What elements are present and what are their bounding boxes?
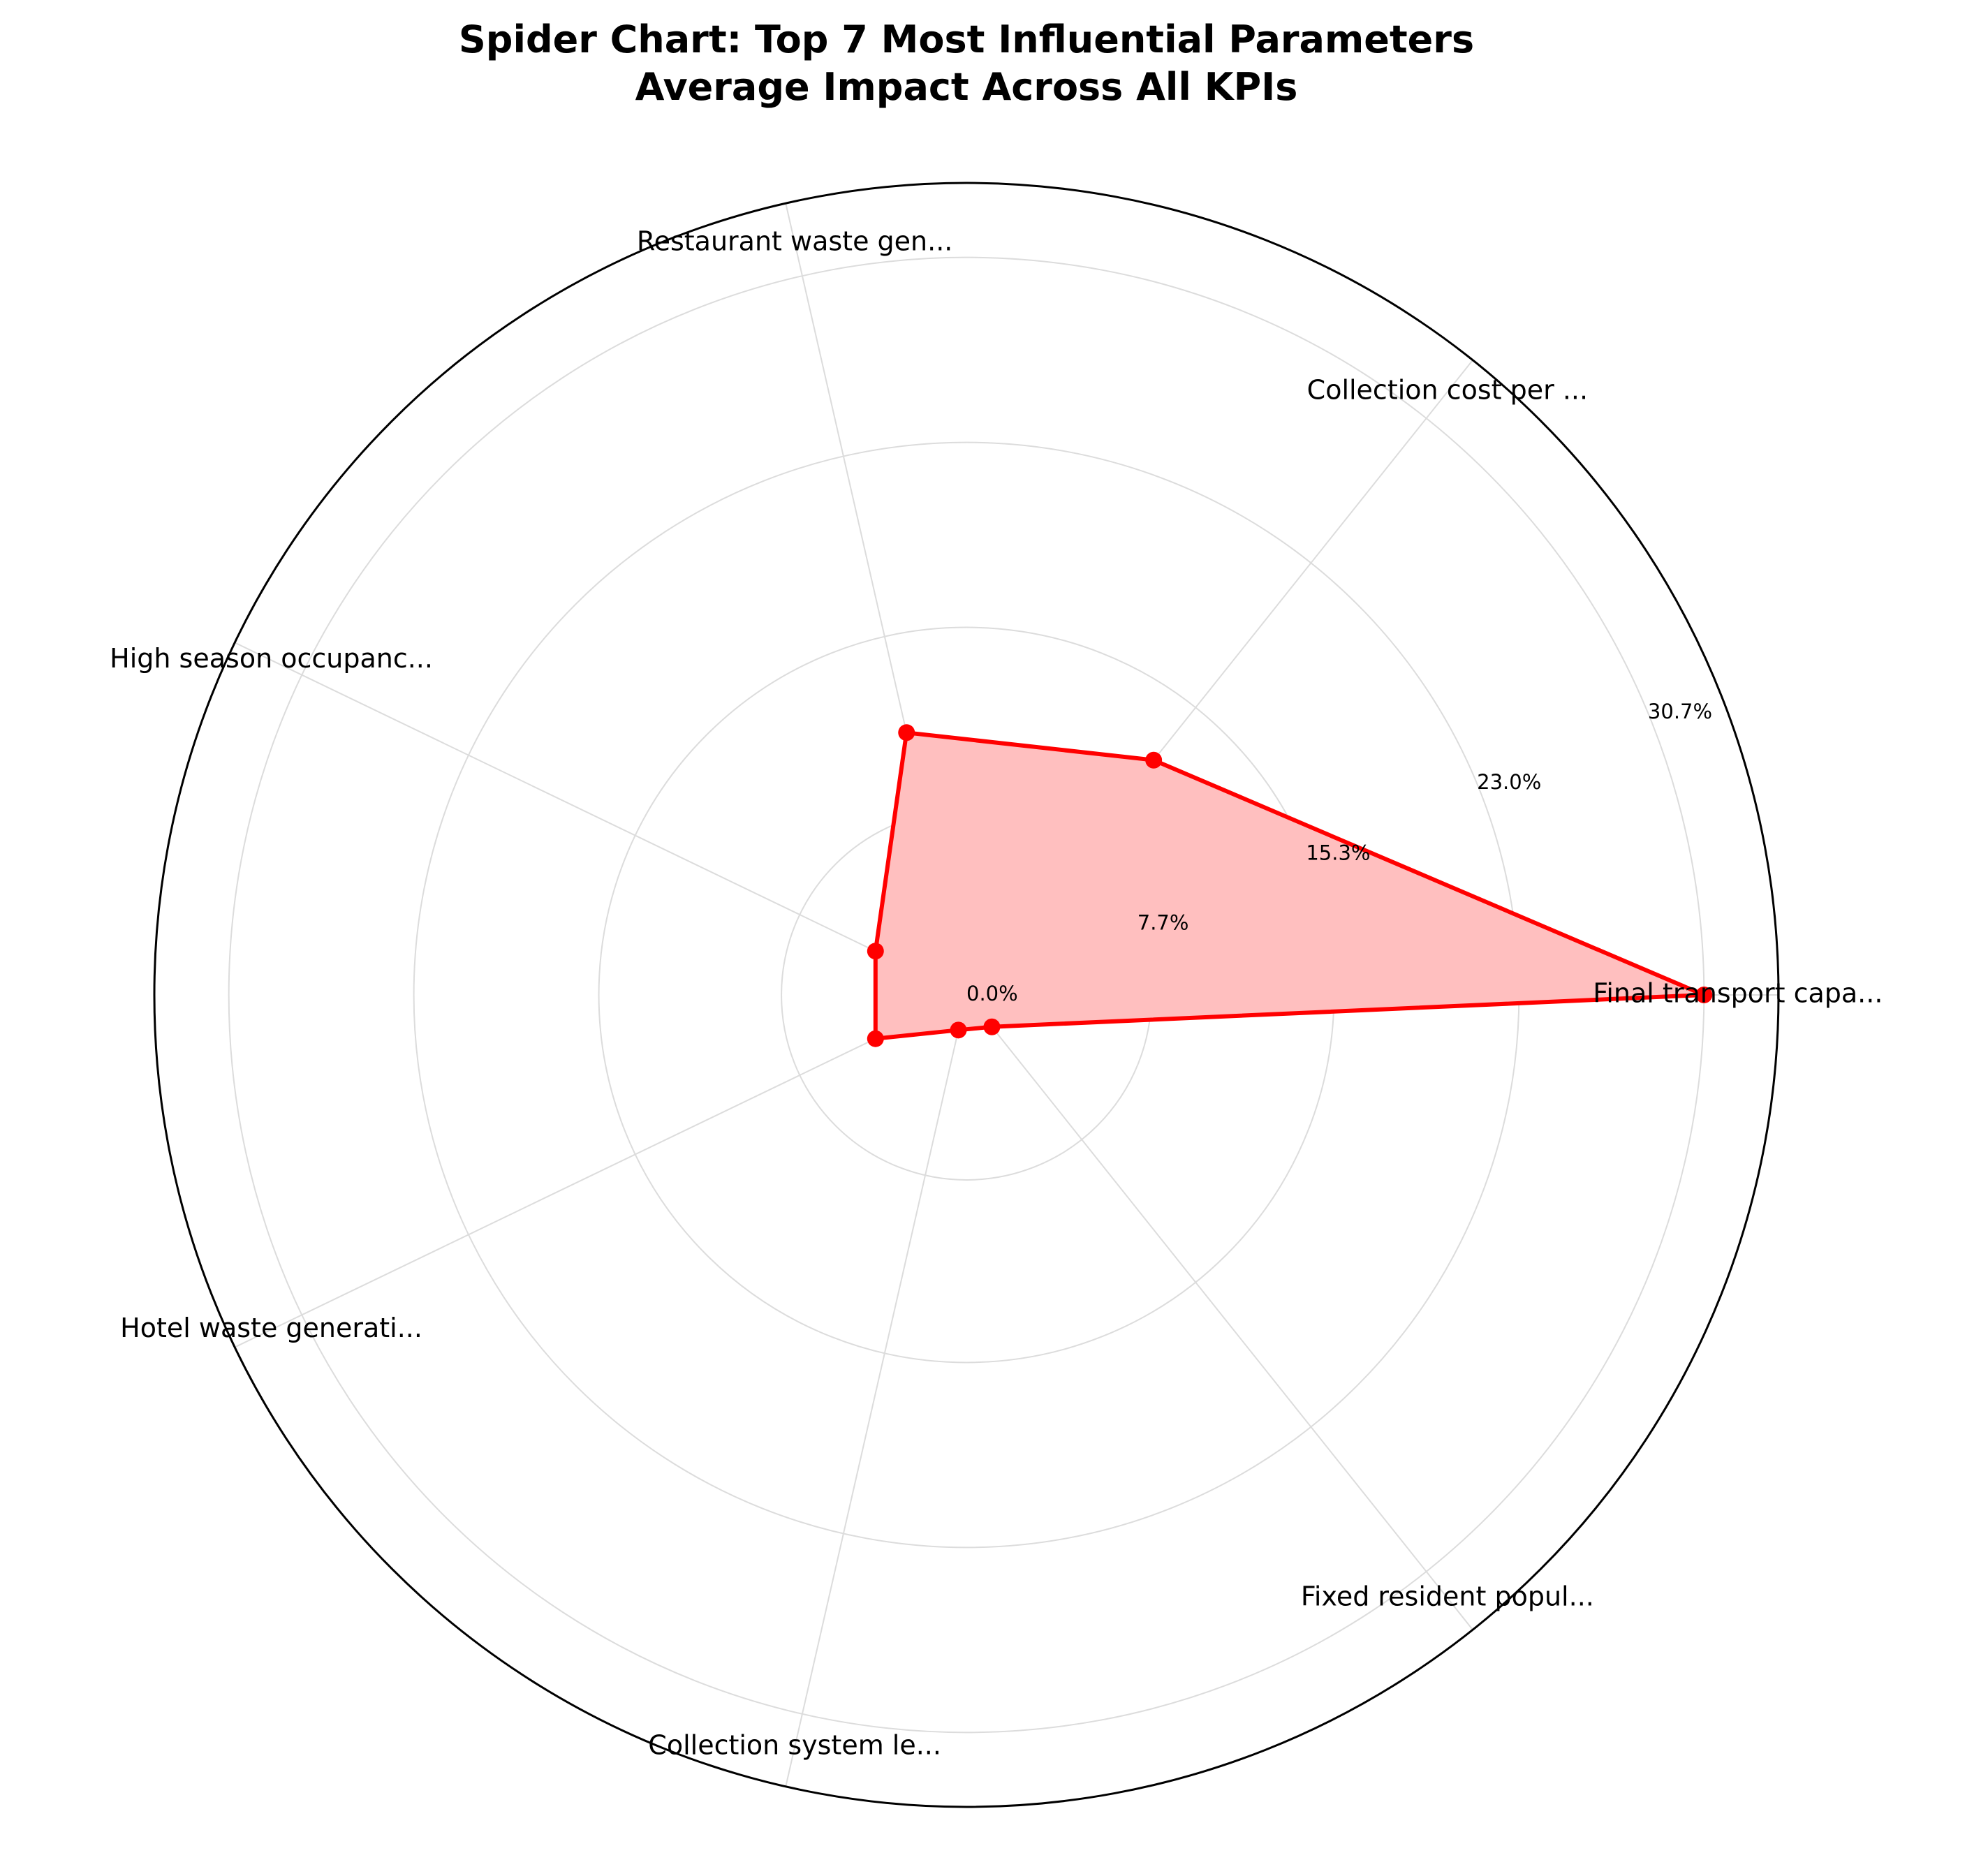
radial-tick-label-4: 30.7%: [1648, 700, 1712, 723]
chart-title-line-1: Spider Chart: Top 7 Most Influential Par…: [459, 17, 1474, 61]
spoke-4: [234, 994, 967, 1348]
data-series: [867, 724, 1713, 1047]
radial-tick-label-1: 7.7%: [1137, 911, 1189, 935]
radial-tick-labels: 0.0% 7.7% 15.3% 23.0% 30.7%: [966, 700, 1712, 1005]
category-label-4: Hotel waste generati...: [120, 1313, 422, 1343]
category-label-1: Collection cost per ...: [1307, 375, 1588, 406]
category-label-0: Final transport capa...: [1593, 978, 1883, 1009]
data-point-6: [983, 1018, 1001, 1035]
category-label-2: Restaurant waste gen...: [637, 226, 952, 256]
category-label-6: Fixed resident popul...: [1301, 1581, 1594, 1611]
data-point-4: [867, 1030, 884, 1047]
spoke-6: [966, 994, 1473, 1630]
chart-title: Spider Chart: Top 7 Most Influential Par…: [459, 17, 1474, 109]
spoke-5: [785, 994, 967, 1787]
polar-frame: [153, 182, 1780, 1808]
spoke-3: [234, 642, 967, 996]
data-point-5: [950, 1021, 967, 1039]
series-area: [875, 732, 1704, 1039]
category-label-5: Collection system le...: [648, 1730, 941, 1761]
category-labels: Final transport capa... Collection cost p…: [110, 226, 1883, 1760]
category-label-3: High season occupanc...: [110, 643, 433, 674]
data-point-2: [898, 724, 915, 741]
radial-tick-label-0: 0.0%: [966, 982, 1018, 1005]
radial-tick-label-2: 15.3%: [1306, 841, 1370, 865]
data-point-3: [867, 943, 884, 960]
data-point-0: [1695, 987, 1713, 1003]
chart-title-line-2: Average Impact Across All KPIs: [635, 65, 1298, 109]
radial-tick-label-3: 23.0%: [1477, 770, 1541, 794]
data-point-1: [1145, 751, 1163, 769]
